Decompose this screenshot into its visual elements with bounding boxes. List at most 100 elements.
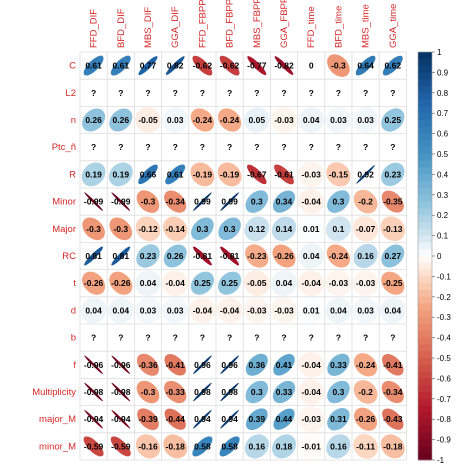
correlation-value: 0.23	[140, 251, 157, 261]
correlation-ellipse	[356, 165, 375, 184]
correlation-ellipse	[244, 434, 269, 459]
legend-segment	[418, 235, 432, 243]
correlation-value: -0.12	[138, 224, 158, 234]
legend-segment	[418, 432, 432, 440]
correlation-value: -0.62	[193, 61, 213, 71]
correlation-ellipse	[325, 107, 352, 133]
correlation-value: 0.61	[85, 61, 102, 71]
legend-segment	[418, 208, 432, 216]
correlation-value: 0.16	[330, 441, 347, 451]
correlation-value: 0.04	[113, 305, 130, 315]
correlation-value: -0.3	[331, 61, 346, 71]
correlation-ellipse	[274, 56, 294, 76]
legend-tick-label: -0.4	[437, 334, 451, 343]
correlation-value: 0.04	[140, 278, 157, 288]
missing-value: ?	[118, 142, 123, 152]
correlation-ellipse	[352, 107, 379, 133]
correlation-value: -0.24	[329, 251, 349, 261]
correlation-value: 0.04	[303, 115, 320, 125]
missing-value: ?	[336, 142, 341, 152]
correlation-ellipse	[298, 243, 325, 269]
correlation-value: 0.03	[167, 115, 184, 125]
correlation-ellipse	[220, 246, 240, 266]
correlation-value: -0.04	[193, 305, 213, 315]
correlation-value: -0.07	[356, 224, 376, 234]
correlation-value: 0.03	[357, 115, 374, 125]
correlation-ellipse	[247, 164, 267, 185]
correlation-value: -0.59	[84, 441, 104, 451]
correlation-ellipse	[218, 271, 242, 295]
correlation-value: 0.04	[276, 278, 293, 288]
correlation-ellipse	[298, 107, 325, 133]
legend-segment	[418, 358, 432, 366]
correlation-ellipse	[164, 354, 186, 376]
legend-segment	[418, 194, 432, 202]
correlation-value: 0.01	[303, 224, 320, 234]
missing-value: ?	[390, 333, 395, 343]
correlation-ellipse	[219, 55, 240, 76]
column-labels: FFD_DIF BFD_DIF MBS_DIF GGA_DIF FFD_FBPP BFD_…	[89, 0, 399, 48]
correlation-ellipse	[163, 244, 187, 268]
legend-segment	[418, 324, 432, 332]
correlation-ellipse	[136, 190, 160, 213]
missing-value: ?	[173, 88, 178, 98]
correlation-value: -0.04	[302, 387, 322, 397]
legend-tick-label: 0.8	[437, 89, 449, 98]
correlation-ellipse	[380, 434, 405, 459]
correlation-value: -0.36	[138, 360, 158, 370]
correlation-ellipse	[111, 409, 131, 429]
correlation-ellipse	[327, 54, 350, 77]
column-label: MBS_DIF	[143, 7, 154, 48]
correlation-ellipse	[352, 270, 379, 297]
correlation-value: 0.27	[385, 251, 402, 261]
correlation-value: 0.39	[249, 414, 266, 424]
correlation-value: 0.61	[113, 61, 130, 71]
correlation-ellipse	[327, 190, 350, 213]
legend-segment	[418, 160, 432, 168]
row-labels: C L2 n Ptc_ñ R Minor Major RC t d b f Multiplicity ma…	[32, 61, 76, 453]
correlation-value: -0.24	[193, 115, 213, 125]
correlation-value: 0.04	[303, 251, 320, 261]
correlation-value: -0.3	[141, 387, 156, 397]
correlation-ellipse	[136, 244, 160, 268]
legend-tick-label: -0.7	[437, 395, 451, 404]
correlation-value: -0.41	[383, 360, 403, 370]
legend-segment	[418, 249, 432, 257]
legend-segment	[418, 412, 432, 420]
correlation-ellipse	[218, 217, 241, 241]
column-label: BFD_DIF	[116, 8, 127, 48]
correlation-ellipse	[272, 190, 296, 213]
correlation-value: -0.03	[247, 305, 267, 315]
legend-segment	[418, 99, 432, 107]
row-label: major_M	[39, 414, 76, 425]
correlation-ellipse	[298, 351, 325, 378]
correlation-ellipse	[217, 108, 242, 132]
correlation-value: -0.19	[220, 169, 240, 179]
correlation-ellipse	[245, 380, 269, 404]
correlation-ellipse	[193, 409, 212, 429]
correlation-ellipse	[382, 354, 404, 376]
correlation-value: -0.94	[111, 414, 131, 424]
missing-value: ?	[363, 88, 368, 98]
correlation-value: 0.16	[357, 251, 374, 261]
missing-value: ?	[336, 88, 341, 98]
legend-segment	[418, 426, 432, 434]
correlation-value: -0.81	[220, 251, 240, 261]
correlation-ellipse	[271, 216, 297, 242]
correlation-ellipse	[327, 380, 350, 404]
missing-value: ?	[363, 142, 368, 152]
correlation-value: -0.96	[111, 360, 131, 370]
correlation-value: 0.16	[249, 441, 266, 451]
correlation-value: 0.14	[276, 224, 293, 234]
legend-segment	[418, 181, 432, 189]
missing-value: ?	[200, 142, 205, 152]
correlation-ellipse	[191, 217, 214, 241]
legend-segment	[418, 317, 432, 325]
column-label: FFD_DIF	[89, 9, 100, 48]
column-label: MBS_FBPP	[252, 0, 263, 48]
legend-segment	[418, 222, 432, 230]
correlation-value: -0.61	[274, 169, 294, 179]
correlation-value: -0.35	[383, 197, 403, 207]
correlation-value: -0.34	[166, 197, 186, 207]
legend-tick-label: -0.8	[437, 415, 451, 424]
